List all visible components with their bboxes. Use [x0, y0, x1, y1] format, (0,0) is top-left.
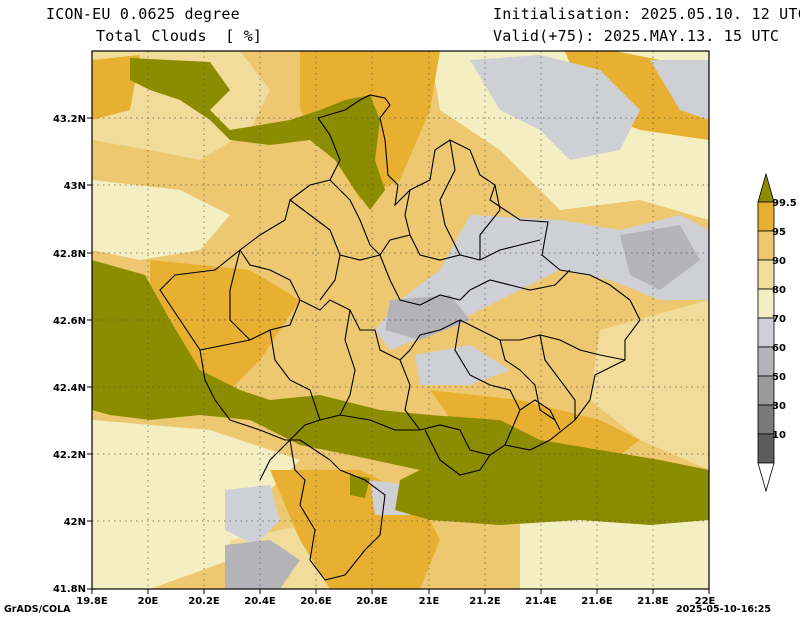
- initialisation-time: Initialisation: 2025.05.10. 12 UTC: [493, 5, 800, 23]
- x-tick-label: 19.8E: [76, 596, 108, 607]
- colorbar-label: 50: [772, 372, 786, 383]
- colorbar-label: 80: [772, 285, 786, 296]
- colorbar-label: 90: [772, 256, 786, 267]
- tick-marks: [87, 117, 710, 594]
- graticule: [92, 51, 709, 589]
- x-axis-labels: 19.8E 20E 20.2E 20.4E 20.6E 20.8E 21E 21…: [76, 596, 715, 607]
- y-axis-labels: 43.2N 43N 42.8N 42.6N 42.4N 42.2N 42N 41…: [53, 114, 86, 595]
- y-tick-label: 43N: [64, 181, 86, 192]
- footer-timestamp: 2025-05-10-16:25: [676, 604, 771, 615]
- colorbar: [757, 172, 775, 493]
- administrative-borders: [159, 94, 641, 581]
- y-tick-label: 42.6N: [53, 316, 86, 327]
- y-tick-label: 42N: [64, 517, 86, 528]
- x-tick-label: 20E: [138, 596, 159, 607]
- x-tick-label: 21.6E: [581, 596, 613, 607]
- y-tick-label: 42.8N: [53, 249, 86, 260]
- x-tick-label: 20.4E: [244, 596, 276, 607]
- y-tick-label: 42.2N: [53, 450, 86, 461]
- colorbar-bottom-triangle: [757, 462, 775, 493]
- footer-software: GrADS/COLA: [4, 604, 71, 615]
- colorbar-labels: 99.5 95 90 80 70 60 50 30 10: [772, 198, 797, 441]
- y-tick-label: 42.4N: [53, 383, 86, 394]
- x-tick-label: 20.2E: [188, 596, 220, 607]
- map-field: [92, 51, 709, 589]
- x-tick-label: 21.2E: [469, 596, 501, 607]
- x-tick-label: 20.8E: [356, 596, 388, 607]
- colorbar-label: 95: [772, 227, 786, 238]
- colorbar-label: 60: [772, 343, 786, 354]
- x-tick-label: 21E: [419, 596, 440, 607]
- y-tick-label: 43.2N: [53, 114, 86, 125]
- valid-time: Valid(+75): 2025.MAY.13. 15 UTC: [493, 27, 780, 45]
- x-tick-label: 21.4E: [525, 596, 557, 607]
- colorbar-label: 99.5: [772, 198, 797, 209]
- colorbar-label: 10: [772, 430, 786, 441]
- model-title: ICON-EU 0.0625 degree: [46, 5, 240, 23]
- x-tick-label: 21.8E: [637, 596, 669, 607]
- y-tick-label: 41.8N: [53, 584, 86, 595]
- colorbar-label: 30: [772, 401, 786, 412]
- colorbar-label: 70: [772, 314, 786, 325]
- x-tick-label: 22E: [695, 596, 716, 607]
- variable-title: Total Clouds [ %]: [96, 27, 263, 45]
- x-tick-label: 20.6E: [300, 596, 332, 607]
